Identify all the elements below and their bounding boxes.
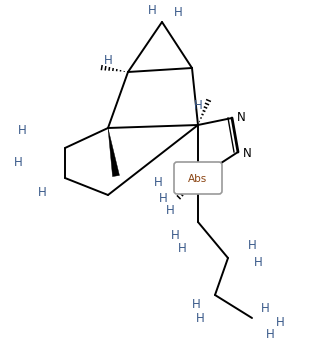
Text: H: H (266, 328, 274, 342)
Polygon shape (108, 128, 120, 177)
Text: N: N (237, 111, 246, 124)
FancyBboxPatch shape (174, 162, 222, 194)
Text: H: H (194, 99, 202, 111)
Text: H: H (196, 312, 204, 325)
Text: H: H (191, 298, 200, 312)
Text: H: H (174, 5, 182, 19)
Text: H: H (159, 191, 168, 205)
Text: H: H (166, 203, 174, 216)
Text: H: H (17, 124, 26, 136)
Text: Abs: Abs (188, 174, 208, 184)
Text: H: H (248, 238, 256, 251)
Text: H: H (178, 241, 186, 255)
Text: H: H (154, 176, 162, 188)
Text: H: H (254, 256, 262, 268)
Text: H: H (38, 186, 46, 198)
Text: H: H (171, 228, 179, 241)
Text: N: N (243, 146, 252, 160)
Text: H: H (260, 302, 269, 315)
Text: H: H (14, 156, 22, 169)
Text: H: H (148, 4, 156, 16)
Text: H: H (276, 316, 284, 328)
Text: H: H (104, 54, 112, 66)
